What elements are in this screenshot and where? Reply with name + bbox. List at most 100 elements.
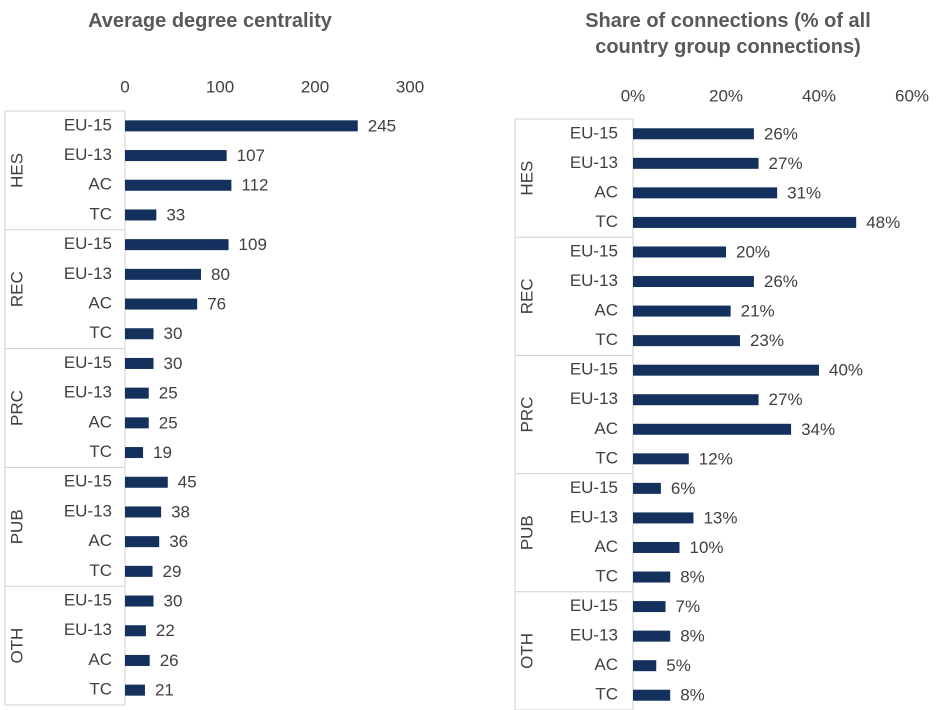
y-tick-label: TC bbox=[595, 212, 618, 231]
y-tick-label: AC bbox=[594, 537, 618, 556]
bar bbox=[125, 565, 153, 577]
y-tick-label: EU-13 bbox=[570, 389, 618, 408]
data-label: 8% bbox=[680, 686, 705, 705]
y-tick-label: EU-15 bbox=[570, 123, 618, 142]
data-label: 8% bbox=[680, 627, 705, 646]
data-label: 6% bbox=[671, 479, 696, 498]
y-tick-label: EU-13 bbox=[570, 271, 618, 290]
data-label: 109 bbox=[239, 235, 267, 254]
group-label: PRC bbox=[517, 397, 536, 433]
y-tick-label: TC bbox=[595, 330, 618, 349]
data-label: 13% bbox=[703, 508, 737, 527]
y-tick-label: TC bbox=[89, 204, 112, 223]
y-tick-label: AC bbox=[594, 655, 618, 674]
y-tick-label: TC bbox=[89, 680, 112, 699]
bar bbox=[633, 541, 680, 553]
data-label: 12% bbox=[699, 449, 733, 468]
x-tick-label: 0% bbox=[621, 86, 646, 105]
bar bbox=[125, 536, 160, 548]
x-tick-label: 0 bbox=[120, 77, 129, 96]
y-tick-label: EU-13 bbox=[64, 501, 112, 520]
group-label: OTH bbox=[517, 633, 536, 669]
data-label: 7% bbox=[676, 597, 701, 616]
bar bbox=[125, 179, 232, 191]
data-label: 45 bbox=[178, 473, 197, 492]
bar bbox=[125, 209, 157, 221]
bar bbox=[125, 654, 150, 666]
bar bbox=[125, 298, 198, 310]
data-label: 30 bbox=[164, 592, 183, 611]
bar bbox=[125, 387, 149, 399]
data-label: 33 bbox=[166, 205, 185, 224]
y-tick-label: AC bbox=[88, 531, 112, 550]
data-label: 8% bbox=[680, 568, 705, 587]
y-tick-label: EU-15 bbox=[64, 234, 112, 253]
y-tick-label: TC bbox=[89, 561, 112, 580]
y-tick-label: EU-13 bbox=[570, 507, 618, 526]
y-tick-label: TC bbox=[89, 323, 112, 342]
y-tick-label: EU-13 bbox=[64, 145, 112, 164]
data-label: 26% bbox=[764, 124, 798, 143]
data-label: 48% bbox=[866, 213, 900, 232]
bar bbox=[633, 423, 792, 435]
y-tick-label: EU-13 bbox=[64, 264, 112, 283]
bar bbox=[633, 689, 671, 701]
bar bbox=[125, 239, 229, 251]
chart-title: Average degree centrality bbox=[88, 10, 332, 32]
x-tick-label: 300 bbox=[396, 77, 424, 96]
y-tick-label: TC bbox=[595, 567, 618, 586]
data-label: 27% bbox=[769, 390, 803, 409]
bar bbox=[125, 417, 149, 429]
data-label: 21 bbox=[155, 681, 174, 700]
bar bbox=[633, 216, 857, 228]
data-label: 30 bbox=[164, 324, 183, 343]
bar bbox=[125, 447, 144, 459]
x-tick-label: 20% bbox=[709, 86, 743, 105]
data-label: 5% bbox=[666, 656, 691, 675]
y-tick-label: AC bbox=[88, 294, 112, 313]
y-tick-label: EU-15 bbox=[64, 591, 112, 610]
bar bbox=[125, 506, 162, 518]
data-label: 10% bbox=[690, 538, 724, 557]
data-label: 26 bbox=[160, 651, 179, 670]
data-label: 19 bbox=[153, 443, 172, 462]
bar bbox=[125, 595, 154, 607]
group-label: REC bbox=[7, 271, 26, 307]
data-label: 34% bbox=[801, 420, 835, 439]
y-tick-label: TC bbox=[89, 442, 112, 461]
y-tick-label: AC bbox=[594, 301, 618, 320]
group-label: PUB bbox=[7, 509, 26, 544]
bar bbox=[125, 476, 168, 488]
group-label: PRC bbox=[7, 390, 26, 426]
bar bbox=[125, 684, 145, 696]
bar bbox=[125, 268, 201, 280]
data-label: 27% bbox=[769, 154, 803, 173]
data-label: 112 bbox=[241, 176, 268, 195]
bar bbox=[633, 305, 731, 317]
bar bbox=[633, 482, 661, 494]
y-tick-label: EU-13 bbox=[64, 383, 112, 402]
data-label: 25 bbox=[159, 384, 178, 403]
y-tick-label: EU-13 bbox=[64, 620, 112, 639]
group-label: HES bbox=[517, 161, 536, 196]
data-label: 25 bbox=[159, 413, 178, 432]
bar bbox=[633, 394, 759, 406]
bar bbox=[125, 150, 227, 162]
bar bbox=[633, 630, 671, 642]
bar bbox=[125, 625, 146, 637]
y-tick-label: EU-13 bbox=[570, 153, 618, 172]
x-tick-label: 200 bbox=[301, 77, 329, 96]
group-label: OTH bbox=[7, 628, 26, 664]
bar bbox=[633, 276, 754, 288]
data-label: 76 bbox=[207, 295, 226, 314]
group-label: PUB bbox=[517, 515, 536, 550]
data-label: 29 bbox=[163, 562, 182, 581]
bar bbox=[633, 571, 671, 583]
y-tick-label: EU-15 bbox=[64, 472, 112, 491]
group-label: REC bbox=[517, 278, 536, 314]
data-label: 107 bbox=[237, 146, 265, 165]
y-tick-label: TC bbox=[595, 448, 618, 467]
data-label: 23% bbox=[750, 331, 784, 350]
chart-title: Share of connections (% of all country g… bbox=[585, 10, 871, 58]
